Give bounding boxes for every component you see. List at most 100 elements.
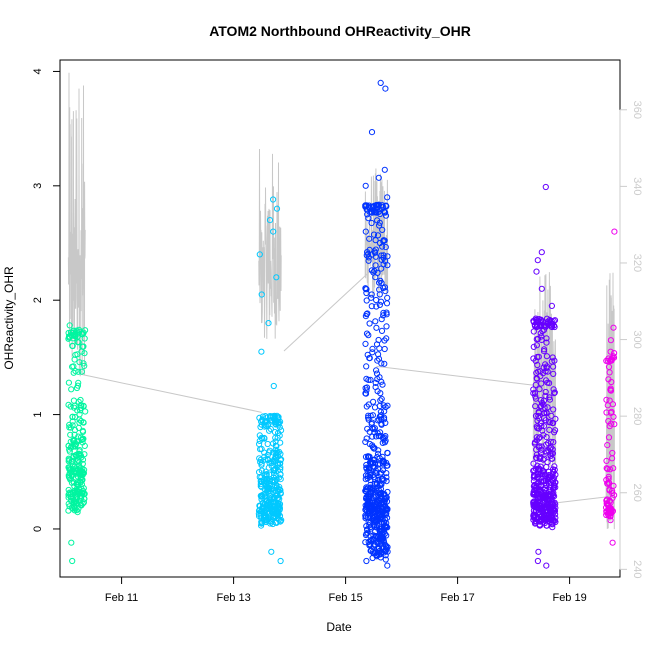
data-point — [541, 455, 548, 462]
data-point — [372, 202, 379, 209]
data-point — [546, 394, 553, 401]
data-point — [275, 453, 282, 460]
data-point — [374, 461, 382, 468]
data-point — [535, 435, 542, 442]
data-point — [605, 376, 612, 383]
data-point — [530, 474, 538, 481]
data-point — [540, 456, 547, 463]
data-point — [538, 249, 545, 256]
series — [603, 228, 618, 546]
data-point — [543, 463, 550, 471]
data-point — [257, 483, 264, 490]
data-point — [536, 434, 544, 441]
data-point — [366, 473, 373, 480]
data-point — [550, 489, 557, 496]
data-point — [383, 323, 390, 330]
data-point — [275, 502, 282, 509]
y2-tick-label: 240 — [631, 560, 643, 578]
data-point — [362, 512, 369, 519]
data-point — [378, 279, 385, 287]
data-point — [550, 406, 557, 413]
data-point — [550, 486, 557, 493]
data-point — [382, 244, 389, 251]
data-point — [382, 419, 389, 426]
data-point — [382, 503, 389, 511]
data-point — [271, 507, 278, 514]
data-point — [277, 489, 284, 496]
data-point — [269, 520, 276, 528]
data-point — [363, 252, 370, 259]
data-point — [610, 324, 617, 331]
data-point — [538, 333, 545, 340]
data-point — [368, 421, 375, 428]
data-point — [262, 456, 269, 463]
data-point — [270, 382, 277, 390]
data-point — [259, 500, 266, 507]
data-point — [270, 196, 277, 203]
data-point — [68, 479, 76, 486]
data-point — [374, 545, 381, 552]
data-point — [363, 403, 370, 410]
data-point — [365, 257, 372, 264]
data-point — [549, 420, 556, 427]
data-point — [603, 409, 610, 416]
x-tick-label: Feb 11 — [105, 592, 138, 604]
data-point — [368, 294, 375, 301]
data-point — [543, 434, 550, 441]
data-point — [368, 303, 375, 310]
data-point — [367, 484, 374, 491]
data-point — [372, 262, 379, 269]
data-point — [371, 209, 378, 216]
data-point — [378, 327, 386, 334]
data-point — [78, 368, 85, 375]
data-point — [541, 346, 548, 353]
data-point — [363, 495, 370, 502]
data-point — [609, 494, 616, 501]
data-point — [70, 332, 77, 339]
data-point — [258, 291, 265, 298]
data-point — [371, 429, 378, 436]
data-point — [539, 399, 546, 407]
data-point — [75, 379, 82, 386]
series — [362, 79, 391, 569]
data-point — [268, 508, 276, 515]
data-point — [378, 378, 385, 385]
data-point — [363, 311, 370, 318]
data-point — [378, 316, 385, 323]
data-point — [373, 370, 381, 377]
data-point — [377, 432, 384, 439]
data-point — [611, 228, 618, 235]
data-point — [548, 322, 555, 329]
data-point — [544, 368, 551, 375]
data-point — [81, 362, 88, 369]
data-point — [538, 380, 545, 387]
data-point — [375, 174, 382, 181]
data-point — [80, 435, 87, 442]
data-point — [368, 459, 375, 466]
data-point — [363, 530, 370, 537]
data-point — [532, 403, 539, 410]
data-point — [66, 446, 73, 453]
data-point — [552, 415, 559, 422]
data-point — [549, 517, 556, 524]
data-point — [608, 356, 615, 363]
data-point — [273, 483, 280, 490]
data-point — [379, 516, 386, 523]
data-point — [381, 416, 388, 423]
data-point — [373, 296, 380, 304]
data-point — [378, 360, 385, 367]
data-point — [364, 497, 371, 504]
data-point — [374, 450, 382, 457]
data-point — [369, 349, 376, 356]
data-point — [551, 323, 558, 331]
data-point — [69, 557, 76, 565]
data-point — [605, 473, 612, 480]
series — [65, 322, 89, 565]
data-point — [541, 519, 549, 527]
data-point — [538, 443, 545, 450]
data-point — [611, 421, 618, 428]
data-point — [75, 326, 83, 333]
data-point — [274, 495, 281, 502]
data-point — [362, 390, 369, 397]
data-point — [605, 363, 613, 370]
